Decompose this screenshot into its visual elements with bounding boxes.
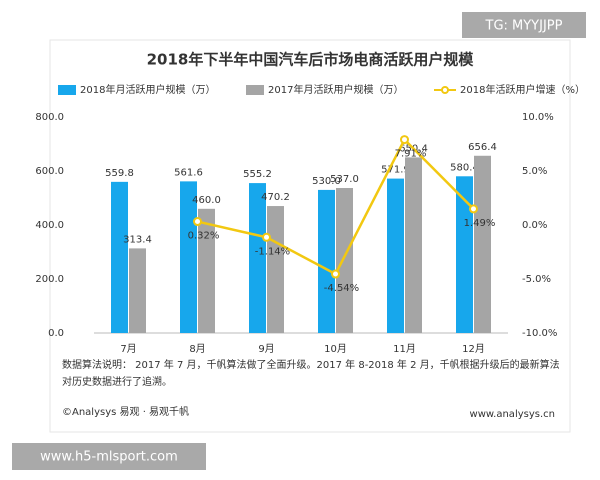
- value-label: -1.14%: [255, 246, 290, 257]
- value-label: 559.8: [105, 168, 134, 179]
- chart-title: 2018年下半年中国汽车后市场电商活跃用户规模: [147, 51, 475, 69]
- y2-tick-label: -10.0%: [522, 328, 557, 339]
- value-label: 561.6: [174, 167, 203, 178]
- x-tick-label: 9月: [258, 343, 274, 355]
- bar: [336, 188, 353, 333]
- x-tick-label: 7月: [120, 343, 136, 355]
- watermark-box: [462, 12, 586, 38]
- y2-tick-label: 10.0%: [522, 112, 554, 123]
- bar: [267, 206, 284, 333]
- value-label: 460.0: [192, 195, 221, 206]
- value-label: 1.49%: [464, 218, 496, 229]
- line-point: [193, 217, 202, 227]
- line-point: [331, 269, 340, 279]
- bar: [318, 189, 335, 333]
- legend-label: 2018年活跃用户增速（%）: [460, 83, 585, 96]
- value-label: 656.4: [468, 142, 497, 153]
- legend-marker: [441, 86, 449, 94]
- value-label: 470.2: [261, 192, 290, 203]
- value-label: 555.2: [243, 169, 272, 180]
- line-point: [262, 232, 271, 242]
- value-label: 7.91%: [395, 149, 427, 160]
- x-tick-label: 10月: [324, 343, 347, 355]
- y2-tick-label: 0.0%: [522, 220, 547, 231]
- value-label: 530.0: [312, 176, 341, 187]
- website: www.analysys.cn: [470, 409, 555, 420]
- source: ©Analysys 易观 · 易观千帆: [62, 405, 189, 418]
- line-point: [469, 204, 478, 214]
- legend-label: 2018年月活跃用户规模（万）: [80, 83, 215, 96]
- y-tick-label: 200.0: [35, 274, 64, 285]
- value-label: 0.32%: [188, 231, 220, 242]
- y-tick-label: 0.0: [48, 328, 64, 339]
- bar: [198, 208, 215, 333]
- value-label: 313.4: [123, 234, 152, 245]
- watermark: TG: MYYJJPP: [485, 19, 563, 34]
- bar: [129, 248, 146, 333]
- value-label: -4.54%: [324, 283, 359, 294]
- y-tick-label: 800.0: [35, 112, 64, 123]
- x-tick-label: 11月: [393, 343, 416, 355]
- bar: [111, 181, 128, 333]
- line-point: [400, 135, 409, 145]
- bar: [180, 181, 197, 333]
- bar: [474, 155, 491, 333]
- bar: [405, 157, 422, 333]
- value-label: 580.4: [450, 162, 479, 173]
- y-tick-label: 600.0: [35, 166, 64, 177]
- watermark-box: [12, 443, 206, 470]
- value-label: 571.9: [381, 165, 410, 176]
- note-line: 数据算法说明： 2017 年 7 月，千帆算法做了全面升级。2017 年 8-2…: [62, 358, 560, 371]
- legend-swatch: [58, 85, 76, 95]
- note-line: 对历史数据进行了追溯。: [62, 375, 172, 388]
- value-label: 537.0: [330, 174, 359, 185]
- bar: [249, 183, 266, 333]
- y2-tick-label: 5.0%: [522, 166, 547, 177]
- watermark: www.h5-mlsport.com: [40, 450, 178, 465]
- y-tick-label: 400.0: [35, 220, 64, 231]
- y2-tick-label: -5.0%: [522, 274, 551, 285]
- bar: [387, 178, 404, 333]
- legend-label: 2017年月活跃用户规模（万）: [268, 83, 403, 96]
- x-tick-label: 12月: [462, 343, 485, 355]
- x-tick-label: 8月: [189, 343, 205, 355]
- bar: [456, 176, 473, 333]
- legend-swatch: [246, 85, 264, 95]
